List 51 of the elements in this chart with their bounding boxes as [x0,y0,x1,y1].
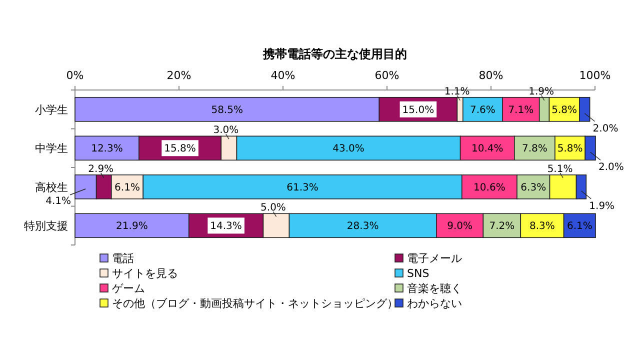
data-label: 15.8% [164,144,196,155]
data-label: 7.8% [522,144,548,155]
data-label: 9.0% [447,221,473,232]
data-label: 2.0% [598,162,624,174]
data-label: 15.0% [402,104,434,116]
data-label: 2.0% [592,123,618,134]
legend-label: サイトを見る [112,267,178,280]
data-label: 6.3% [520,182,546,194]
data-label: 2.9% [88,164,114,175]
data-label: 5.8% [552,104,578,116]
data-label: 43.0% [332,144,364,155]
legend-label: 電子メール [407,252,462,265]
data-label: 1.9% [589,200,615,212]
x-tick-label: 0% [66,69,84,82]
data-label: 5.1% [547,164,573,175]
x-tick-label: 80% [478,69,504,82]
x-tick-label: 100% [579,69,611,82]
y-tick-label: 特別支援 [24,220,68,233]
data-label: 4.1% [46,196,71,207]
chart-title: 携帯電話等の主な使用目的 [262,47,407,61]
data-label: 8.3% [530,221,555,232]
data-label: 61.3% [286,182,318,194]
data-label: 6.1% [114,182,140,194]
data-label: 5.8% [557,144,583,155]
legend-label: 電話 [112,252,134,265]
data-label: 10.6% [474,182,506,194]
data-label: 1.9% [528,86,554,98]
x-tick-label: 20% [166,69,192,82]
data-label: 7.2% [489,221,515,232]
y-tick-label: 小学生 [35,103,68,116]
data-label: 7.6% [470,104,496,116]
data-label: 5.0% [260,202,286,214]
x-tick-label: 60% [374,69,400,82]
data-label: 14.3% [210,221,242,232]
data-label: 12.3% [91,144,123,155]
data-label: 3.0% [213,125,239,136]
legend-label: その他（ブログ・動画投稿サイト・ネットショッピング） [112,297,398,310]
data-label: 10.4% [471,144,504,155]
legend-label: ゲーム [112,282,145,295]
legend-label: わからない [407,297,462,310]
data-label: 58.5% [211,104,243,116]
x-tick-label: 40% [270,69,296,82]
y-tick-label: 中学生 [35,142,68,156]
data-label: 1.1% [444,86,470,98]
data-label: 21.9% [116,221,148,232]
data-label: 7.1% [508,104,534,116]
legend-label: SNS [407,267,430,280]
data-label: 6.1% [566,221,592,232]
legend-label: 音楽を聴く [407,282,462,295]
data-label: 28.3% [346,221,379,232]
y-tick-label: 高校生 [35,180,68,194]
